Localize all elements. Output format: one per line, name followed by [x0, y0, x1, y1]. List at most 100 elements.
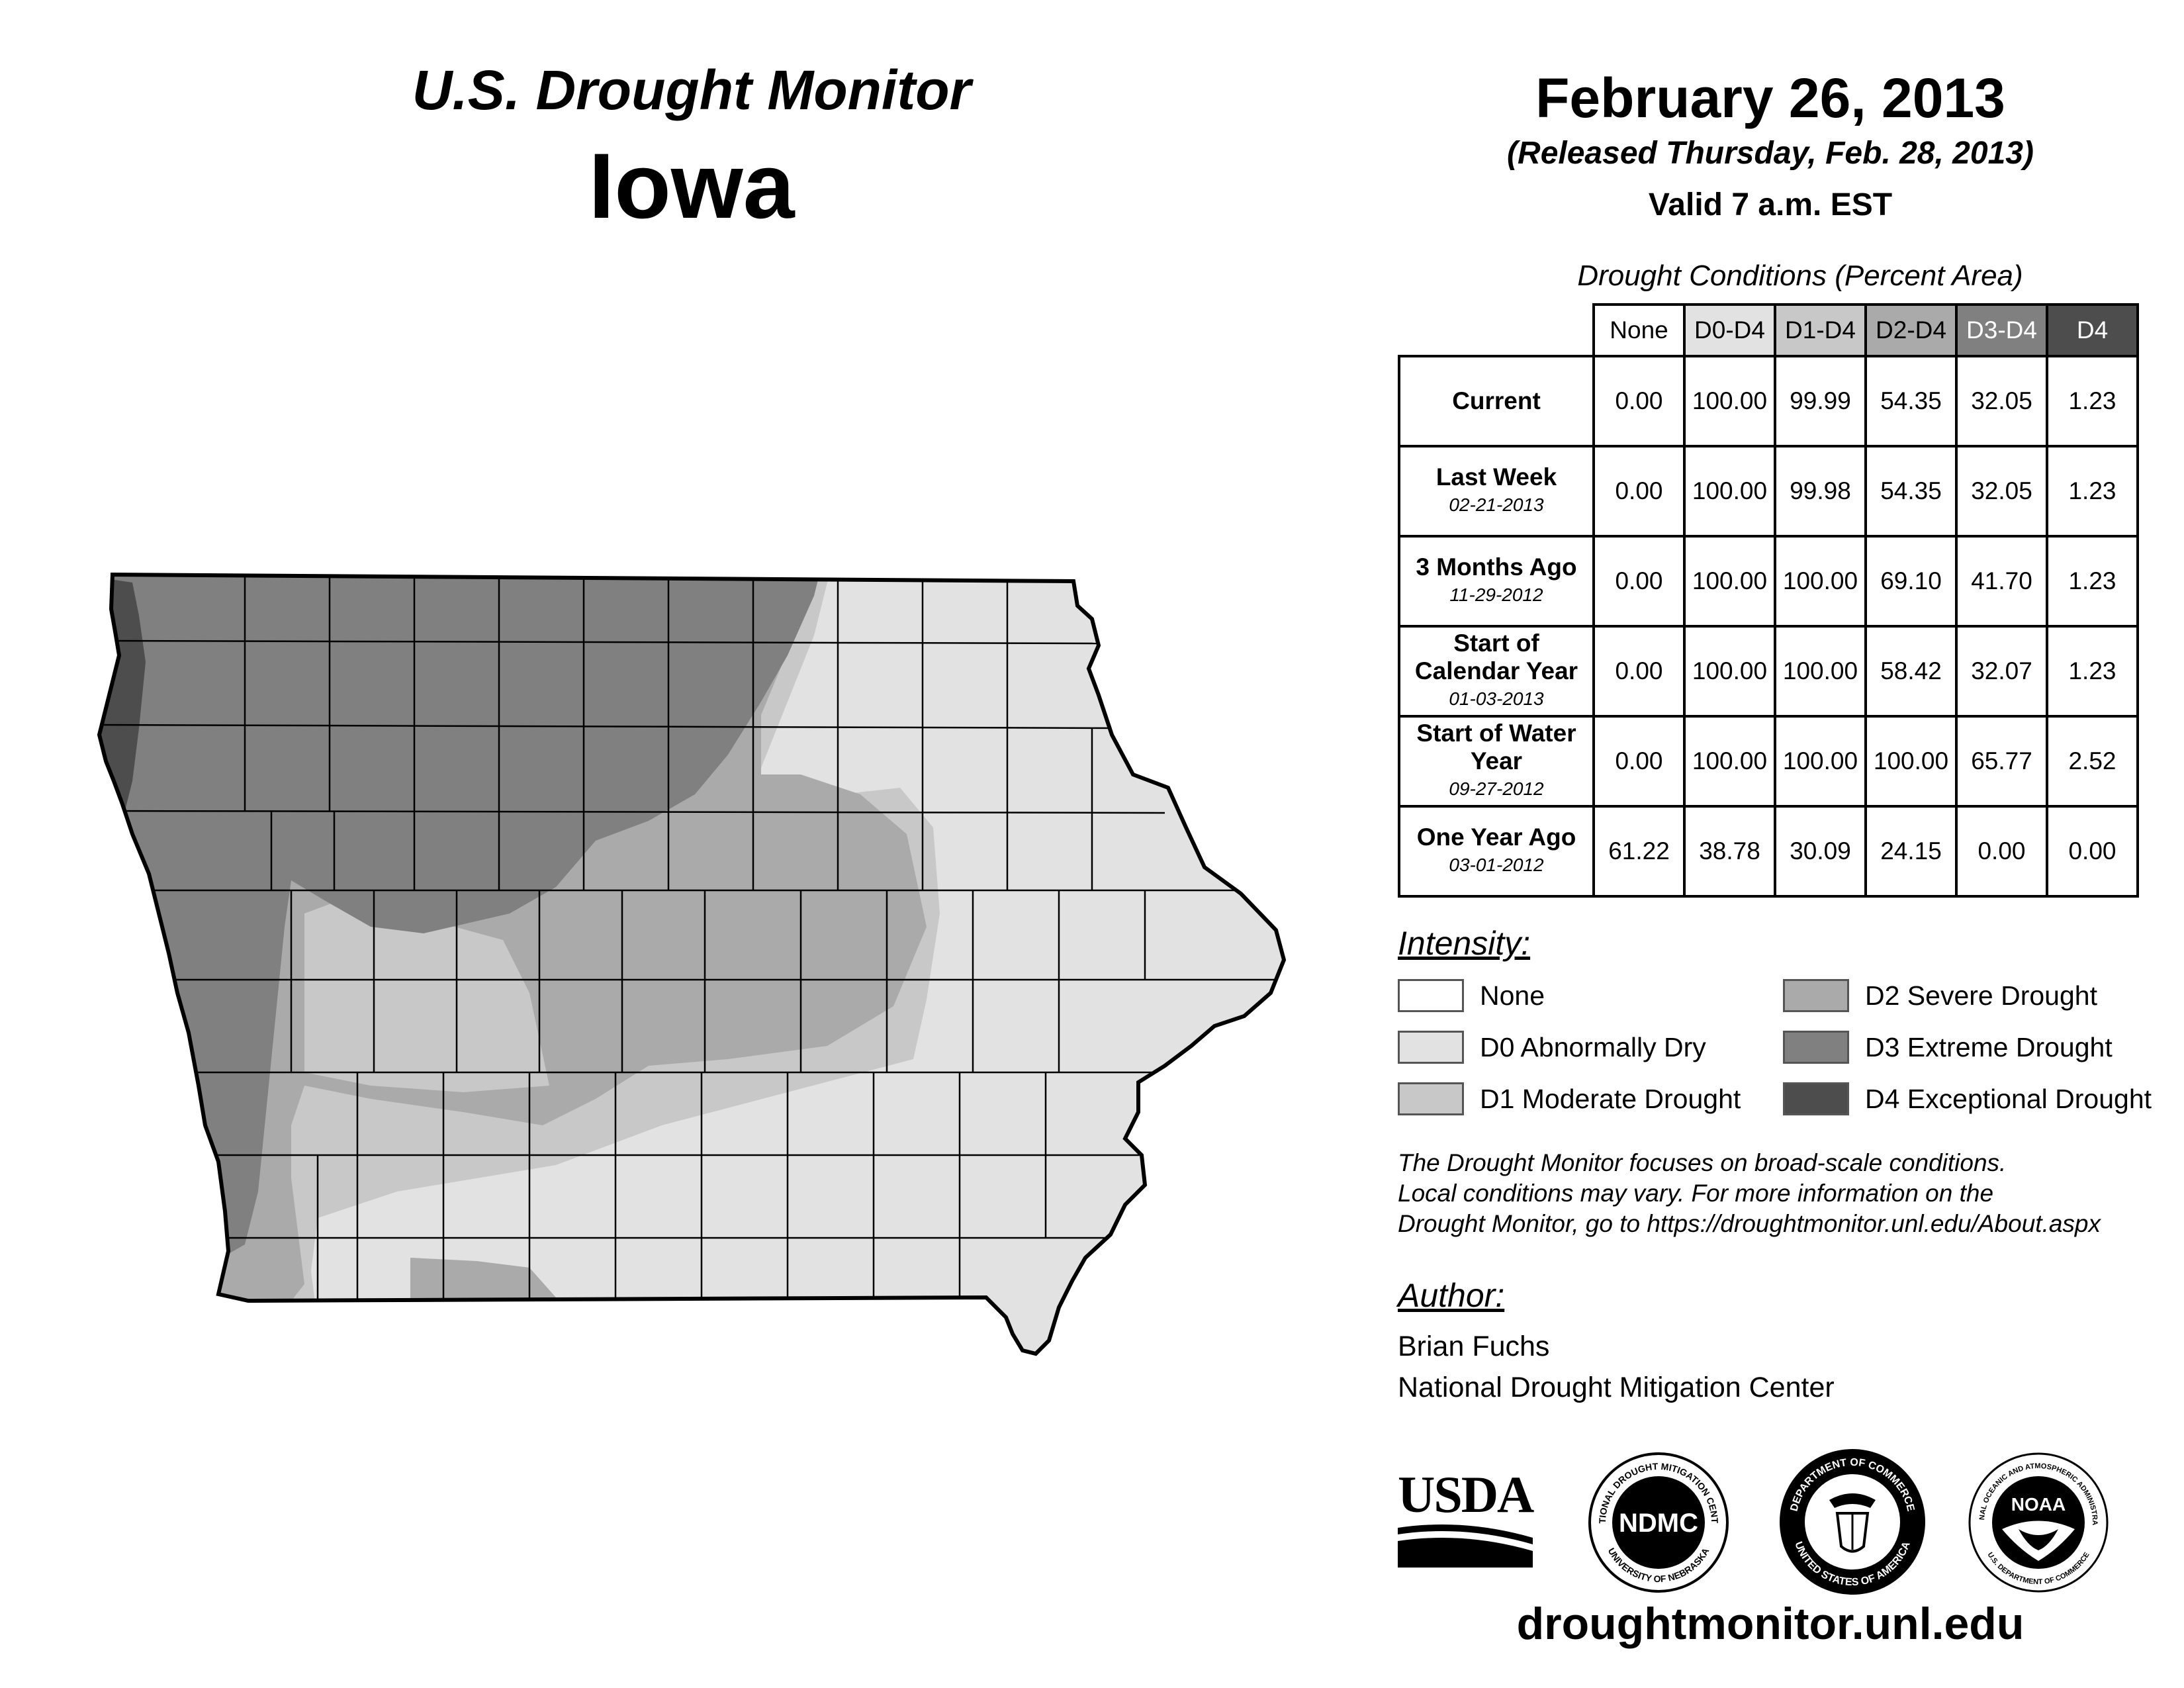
header-blank	[1399, 305, 1594, 356]
table-cell: 38.78	[1683, 805, 1776, 898]
table-row: Start of Water Year 09-27-2012 0.00 100.0…	[1398, 715, 2139, 808]
row-label: 3 Months Ago 11-29-2012	[1398, 535, 1595, 628]
noaa-seal: NATIONAL OCEANIC AND ATMOSPHERIC ADMINIS…	[1966, 1450, 2109, 1593]
legend-column-right: D2 Severe Drought D3 Extreme Drought D4 …	[1783, 977, 2152, 1117]
d2-south-region	[410, 1258, 556, 1311]
table-cell: 0.00	[1955, 805, 2048, 898]
state-title: Iowa	[588, 134, 795, 238]
table-row: One Year Ago 03-01-2012 61.22 38.78 30.09…	[1398, 805, 2139, 898]
col-d2-d4: D2-D4	[1864, 303, 1958, 357]
author-org: National Drought Mitigation Center	[1398, 1372, 1835, 1403]
row-label-text: 3 Months Ago	[1416, 553, 1577, 581]
table-cell: 65.77	[1955, 715, 2048, 808]
table-header-row: None D0-D4 D1-D4 D2-D4 D3-D4 D4	[1399, 303, 2139, 357]
release-date: (Released Thursday, Feb. 28, 2013)	[1507, 136, 2034, 171]
row-label: One Year Ago 03-01-2012	[1398, 805, 1595, 898]
usda-text: USDA	[1398, 1466, 1534, 1523]
table-cell: 1.23	[2046, 445, 2139, 538]
map-date: February 26, 2013	[1535, 67, 2005, 129]
d3-region	[99, 575, 831, 1271]
county-lines	[99, 576, 1277, 1301]
legend-item-d0: D0 Abnormally Dry	[1398, 1029, 1741, 1066]
table-cell: 0.00	[1592, 445, 1686, 538]
table-cell: 100.00	[1683, 445, 1776, 538]
table-row: 3 Months Ago 11-29-2012 0.00 100.00 100.0…	[1398, 535, 2139, 628]
table-cell: 24.15	[1864, 805, 1958, 898]
col-none: None	[1592, 303, 1686, 357]
legend-label: D4 Exceptional Drought	[1865, 1083, 2152, 1114]
table-cell: 1.23	[2046, 355, 2139, 447]
legend-item-d2: D2 Severe Drought	[1783, 977, 2152, 1014]
table-cell: 58.42	[1864, 625, 1958, 718]
table-cell: 100.00	[1683, 355, 1776, 447]
row-date: 03-01-2012	[1449, 855, 1544, 875]
table-cell: 61.22	[1592, 805, 1686, 898]
map-title: U.S. Drought Monitor	[412, 59, 972, 121]
table-cell: 54.35	[1864, 445, 1958, 538]
drought-conditions-table: None D0-D4 D1-D4 D2-D4 D3-D4 D4 Current …	[1398, 303, 2139, 898]
row-label: Start of Calendar Year 01-03-2013	[1398, 625, 1595, 718]
legend-title: Intensity:	[1398, 925, 1531, 962]
usda-swoosh-icon	[1398, 1524, 1533, 1568]
noaa-text: NOAA	[2011, 1494, 2066, 1515]
table-cell: 69.10	[1864, 535, 1958, 628]
note-line: The Drought Monitor focuses on broad-sca…	[1398, 1149, 2007, 1176]
row-label-text: Start of Calendar Year	[1414, 630, 1578, 684]
shield-icon	[1835, 1512, 1870, 1553]
table-cell: 0.00	[2046, 805, 2139, 898]
table-cell: 54.35	[1864, 355, 1958, 447]
table-cell: 0.00	[1592, 625, 1686, 718]
legend-label: D2 Severe Drought	[1865, 980, 2097, 1011]
table-row: Current 0.00 100.00 99.99 54.35 32.05 1.…	[1398, 355, 2139, 447]
row-date: 09-27-2012	[1449, 778, 1544, 799]
table-row: Last Week 02-21-2013 0.00 100.00 99.98 54…	[1398, 445, 2139, 538]
table-cell: 99.98	[1774, 445, 1867, 538]
ndmc-seal: NATIONAL DROUGHT MITIGATION CENTER UNIVE…	[1586, 1450, 1729, 1593]
table-cell: 32.05	[1955, 355, 2048, 447]
row-label-text: Current	[1452, 387, 1541, 414]
row-label-text: Start of Water Year	[1416, 720, 1576, 774]
legend-swatch	[1398, 979, 1464, 1012]
author-title: Author:	[1398, 1277, 1505, 1314]
table-cell: 100.00	[1683, 535, 1776, 628]
d1-inner-region	[304, 894, 549, 1092]
col-d3-d4: D3-D4	[1955, 303, 2048, 357]
table-cell: 100.00	[1774, 715, 1867, 808]
legend-swatch	[1398, 1031, 1464, 1064]
legend-column-left: None D0 Abnormally Dry D1 Moderate Droug…	[1398, 977, 1741, 1117]
row-label: Last Week 02-21-2013	[1398, 445, 1595, 538]
row-label-text: One Year Ago	[1416, 823, 1576, 851]
legend-swatch	[1398, 1082, 1464, 1115]
legend-swatch	[1783, 1031, 1849, 1064]
table-cell: 100.00	[1864, 715, 1958, 808]
row-date: 02-21-2013	[1449, 494, 1544, 515]
footer-url[interactable]: droughtmonitor.unl.edu	[1516, 1599, 2025, 1649]
table-cell: 32.07	[1955, 625, 2048, 718]
d4-region	[99, 575, 146, 821]
eagle-icon	[1829, 1493, 1876, 1508]
table-cell: 100.00	[1774, 625, 1867, 718]
table-cell: 99.99	[1774, 355, 1867, 447]
table-cell: 1.23	[2046, 535, 2139, 628]
legend-label: D0 Abnormally Dry	[1480, 1031, 1706, 1062]
legend-label: D1 Moderate Drought	[1480, 1083, 1741, 1114]
table-cell: 41.70	[1955, 535, 2048, 628]
note-line: Drought Monitor, go to https://droughtmo…	[1398, 1210, 2101, 1237]
disclaimer-note: The Drought Monitor focuses on broad-sca…	[1398, 1148, 2179, 1239]
legend-label: D3 Extreme Drought	[1865, 1031, 2113, 1062]
table-cell: 100.00	[1683, 625, 1776, 718]
note-line: Local conditions may vary. For more info…	[1398, 1180, 1994, 1207]
table-cell: 30.09	[1774, 805, 1867, 898]
table-cell: 0.00	[1592, 355, 1686, 447]
usda-logo: USDA	[1398, 1466, 1534, 1568]
legend-item-none: None	[1398, 977, 1741, 1014]
table-cell: 100.00	[1774, 535, 1867, 628]
row-label: Start of Water Year 09-27-2012	[1398, 715, 1595, 808]
commerce-seal: DEPARTMENT OF COMMERCE UNITED STATES OF …	[1780, 1449, 1925, 1595]
col-d4: D4	[2046, 303, 2139, 357]
valid-time: Valid 7 a.m. EST	[1648, 187, 1893, 222]
author-name: Brian Fuchs	[1398, 1331, 1550, 1362]
col-d1-d4: D1-D4	[1774, 303, 1867, 357]
legend-item-d3: D3 Extreme Drought	[1783, 1029, 2152, 1066]
table-cell: 0.00	[1592, 535, 1686, 628]
